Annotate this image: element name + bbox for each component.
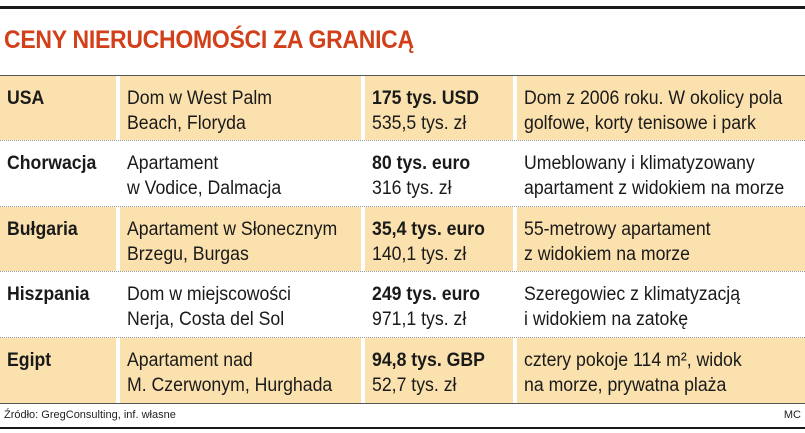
bottom-rule <box>0 427 805 429</box>
price-foreign: 35,4 tys. euro <box>372 218 485 240</box>
country-name: Chorwacja <box>7 153 97 175</box>
description-line: cztery pokoje 114 m², widok <box>524 349 742 371</box>
table-row: USA Dom w West Palm Beach, Floryda 175 ty… <box>0 76 805 142</box>
description-cell: Dom z 2006 roku. W okolicy pola golfowe, … <box>517 76 805 141</box>
price-pln: 316 tys. zł <box>372 178 452 200</box>
description-line: Szeregowiec z klimatyzacją <box>524 284 741 306</box>
price-table: USA Dom w West Palm Beach, Floryda 175 ty… <box>0 75 805 404</box>
page-title: CENY NIERUCHOMOŚCI ZA GRANICĄ <box>4 26 414 54</box>
description-line: na morze, prywatna plaża <box>524 374 727 396</box>
property-cell: Dom w miejscowości Nerja, Costa del Sol <box>120 272 361 336</box>
country-cell: Egipt <box>0 337 116 403</box>
property-line: w Vodice, Dalmacja <box>127 178 282 200</box>
country-cell: USA <box>0 76 116 141</box>
country-cell: Hiszpania <box>0 272 116 336</box>
description-line: apartament z widokiem na morze <box>524 178 785 200</box>
price-pln: 535,5 tys. zł <box>372 113 467 134</box>
price-foreign: 80 tys. euro <box>372 153 471 175</box>
table-row: Egipt Apartament nad M. Czerwonym, Hurgha… <box>0 337 805 403</box>
description-line: 55-metrowy apartament <box>524 218 711 240</box>
property-cell: Apartament w Słonecznym Brzegu, Burgas <box>120 206 361 272</box>
price-foreign: 249 tys. euro <box>372 284 481 306</box>
author-credit: MC <box>783 409 801 421</box>
property-line: Dom w miejscowości <box>127 284 291 306</box>
country-name: Bułgaria <box>7 218 78 240</box>
property-line: Brzegu, Burgas <box>127 243 249 265</box>
property-line: Apartament nad <box>127 349 253 371</box>
description-line: Umeblowany i klimatyzowany <box>524 153 755 175</box>
property-line: M. Czerwonym, Hurghada <box>127 374 333 396</box>
description-line: z widokiem na morze <box>524 243 690 265</box>
price-cell: 80 tys. euro 316 tys. zł <box>365 141 513 205</box>
table-row: Bułgaria Apartament w Słonecznym Brzegu, … <box>0 206 805 273</box>
property-line: Apartament w Słonecznym <box>127 218 338 240</box>
description-line: i widokiem na zatokę <box>524 309 689 331</box>
table-row: Chorwacja Apartament w Vodice, Dalmacja 8… <box>0 141 805 207</box>
property-line: Beach, Floryda <box>127 113 246 134</box>
description-cell: Szeregowiec z klimatyzacją i widokiem na … <box>517 272 805 336</box>
source-note: Źródło: GregConsulting, inf. własne <box>4 409 176 421</box>
price-pln: 140,1 tys. zł <box>372 243 467 265</box>
property-cell: Dom w West Palm Beach, Floryda <box>120 76 361 141</box>
country-cell: Bułgaria <box>0 206 116 272</box>
country-cell: Chorwacja <box>0 141 116 205</box>
price-cell: 94,8 tys. GBP 52,7 tys. zł <box>365 337 513 403</box>
price-pln: 971,1 tys. zł <box>372 309 467 331</box>
description-line: golfowe, korty tenisowe i park <box>524 113 756 134</box>
property-line: Apartament <box>127 153 219 175</box>
description-cell: cztery pokoje 114 m², widok na morze, pry… <box>517 337 805 403</box>
table-row: Hiszpania Dom w miejscowości Nerja, Costa… <box>0 272 805 338</box>
price-cell: 35,4 tys. euro 140,1 tys. zł <box>365 206 513 272</box>
price-pln: 52,7 tys. zł <box>372 374 457 396</box>
description-cell: 55-metrowy apartament z widokiem na morze <box>517 206 805 272</box>
country-name: Egipt <box>7 349 52 371</box>
property-cell: Apartament nad M. Czerwonym, Hurghada <box>120 337 361 403</box>
top-rule <box>0 6 805 9</box>
price-foreign: 94,8 tys. GBP <box>372 349 485 371</box>
price-cell: 175 tys. USD 535,5 tys. zł <box>365 76 513 141</box>
description-cell: Umeblowany i klimatyzowany apartament z w… <box>517 141 805 205</box>
property-line: Dom w West Palm <box>127 88 272 109</box>
description-line: Dom z 2006 roku. W okolicy pola <box>524 88 783 109</box>
property-cell: Apartament w Vodice, Dalmacja <box>120 141 361 205</box>
price-cell: 249 tys. euro 971,1 tys. zł <box>365 272 513 336</box>
price-foreign: 175 tys. USD <box>372 88 480 109</box>
country-name: Hiszpania <box>7 284 90 306</box>
country-name: USA <box>7 88 45 109</box>
property-line: Nerja, Costa del Sol <box>127 309 285 331</box>
